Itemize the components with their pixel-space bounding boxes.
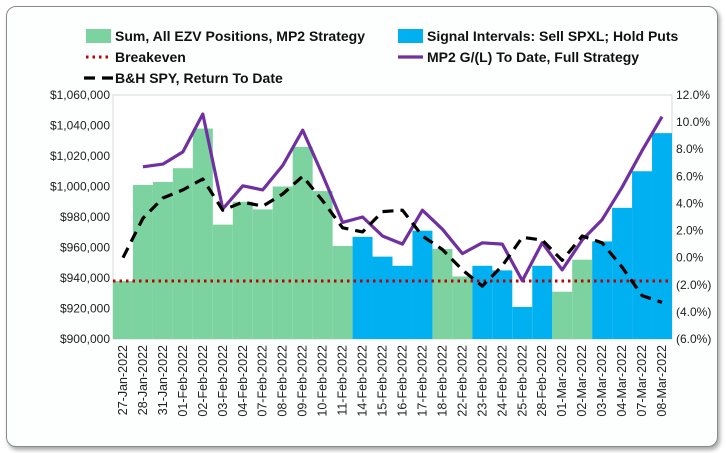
x-tick-label: 07-Feb-2022 — [256, 345, 270, 417]
bar-1-03-Mar-2022 — [592, 241, 613, 339]
left-tick-label: $980,000 — [60, 210, 110, 224]
bar-1-08-Mar-2022 — [652, 133, 672, 339]
bar-0-08-Feb-2022 — [272, 186, 293, 339]
x-tick-label: 02-Mar-2022 — [575, 345, 589, 417]
x-tick-label: 23-Feb-2022 — [475, 345, 489, 417]
x-tick-label: 28-Jan-2022 — [136, 345, 150, 415]
x-tick-label: 14-Feb-2022 — [356, 345, 370, 417]
bar-0-31-Jan-2022 — [152, 181, 173, 339]
x-tick-label: 01-Mar-2022 — [555, 345, 569, 417]
spy-return-line — [121, 174, 663, 304]
bar-0-01-Mar-2022 — [552, 291, 573, 339]
x-tick-label: 03-Mar-2022 — [595, 345, 609, 417]
bar-1-15-Feb-2022 — [372, 256, 393, 339]
left-tick-label: $920,000 — [60, 302, 110, 316]
bar-1-17-Feb-2022 — [412, 230, 433, 339]
legend-swatch-1 — [398, 29, 423, 43]
right-tick-label: 8.0% — [676, 142, 704, 156]
left-tick-label: $1,000,000 — [50, 180, 110, 194]
bar-1-23-Feb-2022 — [472, 265, 493, 339]
bar-0-22-Feb-2022 — [452, 276, 473, 339]
x-tick-label: 08-Mar-2022 — [655, 345, 669, 417]
left-tick-label: $940,000 — [60, 271, 110, 285]
legend-label-0: Sum, All EZV Positions, MP2 Strategy — [115, 28, 365, 44]
legend-label-1: Signal Intervals: Sell SPXL; Hold Puts — [427, 28, 678, 44]
right-tick-label: 10.0% — [676, 115, 710, 129]
x-tick-label: 31-Jan-2022 — [156, 345, 170, 415]
x-tick-label: 07-Mar-2022 — [635, 345, 649, 417]
x-tick-label: 09-Feb-2022 — [296, 345, 310, 417]
left-tick-label: $900,000 — [60, 332, 110, 346]
bar-0-03-Feb-2022 — [212, 224, 233, 339]
right-tick-label: 12.0% — [676, 88, 710, 102]
x-tick-label: 16-Feb-2022 — [395, 345, 409, 417]
left-tick-label: $1,020,000 — [50, 149, 110, 163]
legend-swatch-0 — [86, 29, 111, 43]
legend-label-3: MP2 G/(L) To Date, Full Strategy — [427, 49, 639, 65]
bar-0-07-Feb-2022 — [252, 209, 273, 339]
x-tick-label: 27-Jan-2022 — [116, 345, 130, 415]
bar-0-01-Feb-2022 — [172, 168, 193, 339]
bar-1-16-Feb-2022 — [392, 265, 413, 339]
mp2-gain-line — [142, 112, 664, 283]
bar-1-04-Mar-2022 — [612, 207, 633, 339]
bar-0-27-Jan-2022 — [113, 281, 133, 339]
bar-0-02-Mar-2022 — [572, 259, 593, 339]
bar-1-25-Feb-2022 — [512, 306, 533, 339]
x-tick-label: 25-Feb-2022 — [515, 345, 529, 417]
legend-label-4: B&H SPY, Return To Date — [115, 70, 283, 86]
bar-0-02-Feb-2022 — [192, 128, 213, 339]
right-tick-label: 6.0% — [676, 169, 704, 183]
x-tick-label: 28-Feb-2022 — [535, 345, 549, 417]
right-tick-label: 4.0% — [676, 196, 704, 210]
bar-0-10-Feb-2022 — [312, 191, 333, 339]
bar-0-11-Feb-2022 — [332, 245, 353, 339]
x-tick-label: 04-Feb-2022 — [236, 345, 250, 417]
right-tick-label: (4.0%) — [676, 305, 711, 319]
x-tick-label: 24-Feb-2022 — [495, 345, 509, 417]
x-tick-label: 10-Feb-2022 — [316, 345, 330, 417]
left-tick-label: $1,040,000 — [50, 119, 110, 133]
x-tick-label: 04-Mar-2022 — [615, 345, 629, 417]
bar-0-04-Feb-2022 — [232, 201, 253, 339]
right-tick-label: 0.0% — [676, 251, 704, 265]
x-tick-label: 02-Feb-2022 — [196, 345, 210, 417]
left-tick-label: $1,060,000 — [50, 88, 110, 102]
bar-1-28-Feb-2022 — [532, 265, 553, 339]
bar-1-07-Mar-2022 — [632, 171, 653, 339]
x-tick-label: 22-Feb-2022 — [455, 345, 469, 417]
x-tick-label: 11-Feb-2022 — [336, 345, 350, 416]
x-tick-label: 18-Feb-2022 — [435, 345, 449, 417]
x-tick-label: 15-Feb-2022 — [376, 345, 390, 417]
bar-0-09-Feb-2022 — [292, 146, 313, 339]
right-tick-label: (6.0%) — [676, 332, 711, 346]
bar-1-14-Feb-2022 — [352, 236, 373, 339]
right-tick-label: (2.0%) — [676, 278, 711, 292]
bar-0-18-Feb-2022 — [432, 249, 453, 339]
right-tick-label: 2.0% — [676, 224, 704, 238]
bar-1-24-Feb-2022 — [492, 270, 513, 339]
x-tick-label: 17-Feb-2022 — [415, 345, 429, 417]
bar-0-28-Jan-2022 — [132, 184, 153, 339]
x-tick-label: 01-Feb-2022 — [176, 345, 190, 417]
x-tick-label: 03-Feb-2022 — [216, 345, 230, 417]
x-tick-label: 08-Feb-2022 — [276, 345, 290, 417]
legend-label-2: Breakeven — [115, 49, 186, 65]
left-tick-label: $960,000 — [60, 241, 110, 255]
